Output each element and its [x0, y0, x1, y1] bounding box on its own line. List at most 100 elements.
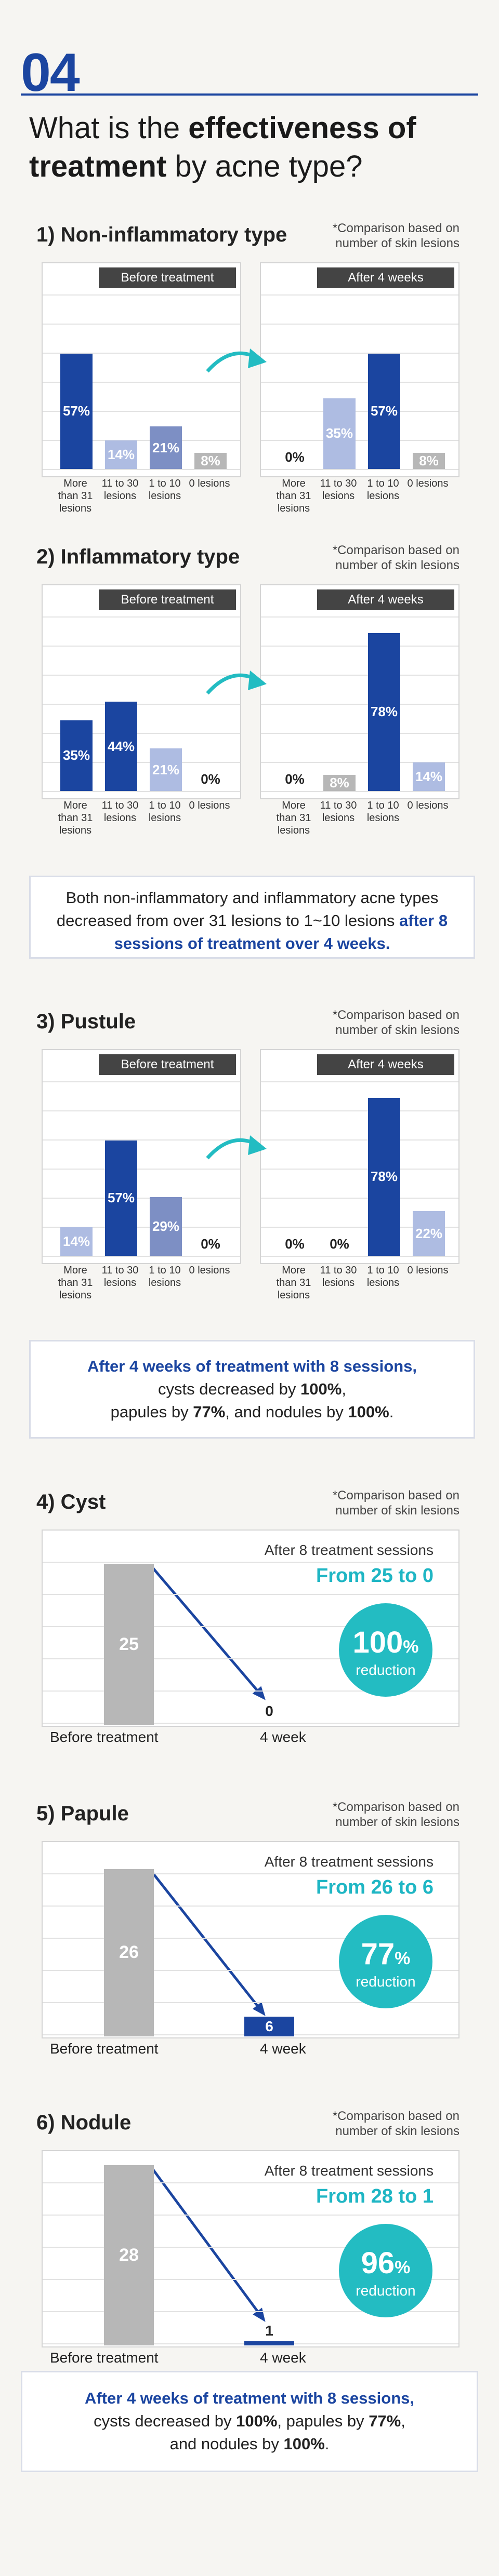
header-rule — [21, 93, 478, 96]
bar: 57% — [60, 353, 93, 469]
bar: 25 — [104, 1564, 154, 1725]
bar: 78% — [368, 633, 400, 791]
page-title: What is the effectiveness of treatment b… — [29, 111, 416, 183]
gridline — [43, 762, 240, 763]
bar-zero-label: 0% — [285, 1236, 305, 1252]
from-to-label: From 28 to 1 — [316, 2185, 434, 2207]
gridline — [261, 704, 458, 705]
bar: 8% — [194, 452, 227, 469]
summary-box-2: After 4 weeks of treatment with 8 sessio… — [29, 1340, 475, 1439]
x-tick-label: 11 to 30 lesions — [101, 800, 139, 824]
summary-box-1: Both non-inflammatory and inflammatory a… — [29, 876, 475, 959]
x-tick-label: Before treatment — [50, 2041, 159, 2057]
x-tick-label: 1 to 10 lesions — [366, 800, 400, 824]
gridline — [261, 1110, 458, 1111]
bar — [244, 2341, 294, 2345]
gridline — [43, 353, 240, 354]
x-tick-label: Before treatment — [50, 2350, 159, 2366]
gridline — [261, 675, 458, 676]
chart-title: 5) Papule — [36, 1802, 129, 1825]
percent-value: 77 — [361, 1937, 395, 1971]
bar: 21% — [150, 748, 182, 791]
bar: 57% — [105, 1140, 137, 1256]
gridline — [261, 324, 458, 325]
gridline — [261, 791, 458, 792]
bar: 29% — [150, 1197, 182, 1256]
bar-zero-label: 0% — [201, 771, 220, 787]
gridline — [261, 1169, 458, 1170]
reduction-percent: 77% — [339, 1915, 432, 1974]
chart-title: 6) Nodule — [36, 2111, 132, 2134]
x-tick-label: 0 lesions — [407, 800, 449, 811]
gridline — [43, 733, 240, 734]
comparison-note: *Comparison based on number of skin lesi… — [332, 543, 459, 572]
gridline — [43, 2002, 458, 2003]
bar-zero-label: 0 — [265, 1703, 273, 1719]
from-to-label: From 25 to 0 — [316, 1565, 434, 1587]
x-tick-label: 11 to 30 lesions — [320, 1265, 357, 1289]
from-to-label: From 26 to 6 — [316, 1876, 434, 1898]
x-tick-label: 4 week — [260, 1729, 306, 1745]
x-tick-label: More than 31 lesions — [58, 800, 93, 836]
trend-arrow-icon — [152, 1872, 266, 2016]
gridline — [261, 353, 458, 354]
x-tick-label: 11 to 30 lesions — [101, 1265, 139, 1289]
panel-header: After 8 treatment sessions — [264, 1542, 434, 1558]
bar-zero-label: 0% — [330, 1236, 349, 1252]
bar: 78% — [368, 1097, 400, 1256]
bar: 26 — [104, 1869, 154, 2036]
percent-sign: % — [395, 2258, 411, 2277]
chart-title: 4) Cyst — [36, 1491, 106, 1513]
before-header: Before treatment — [99, 589, 236, 610]
after-panel: After 4 weeks 0% 0% 78% 22% — [260, 1049, 459, 1264]
after-panel: After 4 weeks 0% 35% 57% 8% — [260, 262, 459, 477]
x-tick-label: 4 week — [260, 2350, 306, 2366]
reduction-panel: After 8 treatment sessions From 25 to 0 10… — [42, 1530, 459, 1727]
gridline — [261, 1227, 458, 1228]
gridline — [261, 1081, 458, 1082]
bar: 21% — [150, 426, 182, 469]
reduction-percent: 96% — [339, 2224, 432, 2283]
gridline — [43, 1110, 240, 1111]
x-tick-label: 1 to 10 lesions — [366, 1265, 400, 1289]
reduction-label: reduction — [356, 1662, 416, 1678]
comparison-note: *Comparison based on number of skin lesi… — [332, 1008, 459, 1037]
bar-zero-label: 0% — [285, 449, 305, 465]
gridline — [43, 1970, 458, 1971]
reduction-label: reduction — [356, 2283, 416, 2299]
gridline — [43, 1938, 458, 1939]
chart-title: 3) Pustule — [36, 1010, 136, 1033]
bar-value-label: 1 — [265, 2323, 273, 2339]
reduction-panel: After 8 treatment sessions From 26 to 6 77… — [42, 1841, 459, 2038]
gridline — [43, 411, 240, 412]
gridline — [43, 382, 240, 383]
x-tick-label: 11 to 30 lesions — [101, 478, 139, 502]
x-tick-label: More than 31 lesions — [276, 800, 311, 836]
bar: 35% — [323, 398, 356, 469]
gridline — [261, 616, 458, 618]
percent-sign: % — [403, 1637, 419, 1657]
percent-value: 100 — [352, 1626, 403, 1659]
arrow-icon — [206, 1135, 267, 1160]
reduction-badge: 100% reduction — [339, 1603, 432, 1697]
gridline — [43, 2182, 458, 2183]
bar: 35% — [60, 720, 93, 791]
bar: 28 — [104, 2165, 154, 2345]
x-tick-label: 0 lesions — [407, 478, 449, 489]
x-tick-label: 1 to 10 lesions — [148, 1265, 181, 1289]
x-tick-label: 0 lesions — [407, 1265, 449, 1276]
gridline — [43, 1198, 240, 1199]
gridline — [43, 469, 240, 470]
gridline — [261, 1198, 458, 1199]
x-tick-label: 11 to 30 lesions — [320, 478, 357, 502]
bar: 14% — [105, 440, 137, 469]
reduction-label: reduction — [356, 1974, 416, 1990]
bar: 8% — [323, 774, 356, 791]
gridline — [43, 791, 240, 792]
panel-header: After 8 treatment sessions — [264, 1854, 434, 1870]
gridline — [43, 1691, 458, 1692]
bar-zero-label: 0% — [285, 771, 305, 787]
reduction-badge: 77% reduction — [339, 1915, 432, 2008]
gridline — [43, 616, 240, 618]
comparison-note: *Comparison based on number of skin lesi… — [332, 221, 459, 250]
